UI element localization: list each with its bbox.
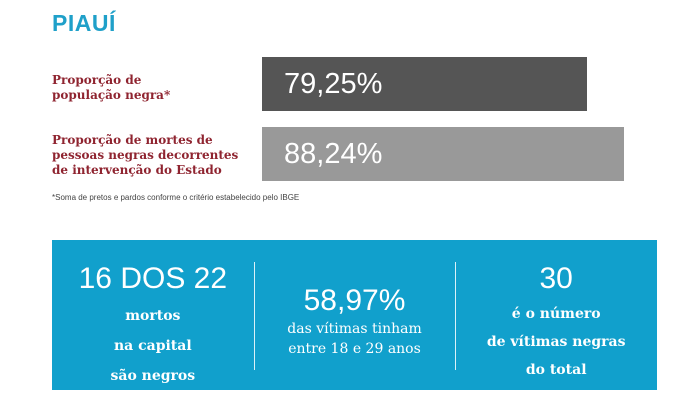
stat-text: mortos: [125, 308, 181, 324]
bar-value-label: 88,24%: [284, 137, 383, 170]
divider: [455, 262, 457, 370]
stat-text: entre 18 e 29 anos: [288, 341, 421, 357]
bar-deaths: 88,24%: [262, 127, 624, 181]
stat-headline: 58,97%: [303, 284, 406, 317]
stat-deaths-capital: 16 DOS 22 mortos na capital são negros: [52, 240, 254, 390]
stats-panel: 16 DOS 22 mortos na capital são negros 5…: [52, 240, 657, 390]
stat-black-victims: 30 é o número de vítimas negras do total: [455, 240, 657, 390]
stat-text: é o número: [511, 306, 601, 322]
bar-value-label: 79,25%: [284, 67, 383, 100]
bar-label-deaths: Proporção de mortes de pessoas negras de…: [52, 133, 262, 178]
bar-population: 79,25%: [262, 57, 587, 111]
bar-label-population: Proporção de população negra*: [52, 73, 252, 103]
stat-text: são negros: [110, 368, 196, 384]
stat-text: de vítimas negras: [486, 334, 626, 350]
bar-label-line: Proporção de: [52, 73, 142, 87]
bar-label-line: população negra*: [52, 88, 171, 102]
page-title: PIAUÍ: [52, 10, 116, 36]
stat-text: das vítimas tinham: [287, 321, 422, 337]
stat-age-range: 58,97% das vítimas tinham entre 18 e 29 …: [253, 240, 456, 390]
footnote: *Soma de pretos e pardos conforme o crit…: [52, 193, 300, 202]
bar-label-line: Proporção de mortes de: [52, 133, 213, 147]
stat-text: do total: [525, 362, 587, 378]
divider: [253, 262, 255, 370]
stat-headline: 16 DOS 22: [78, 262, 228, 295]
stat-text: na capital: [113, 338, 192, 354]
bar-label-line: pessoas negras decorrentes: [52, 148, 239, 162]
bar-label-line: de intervenção do Estado: [52, 163, 222, 177]
stat-headline: 30: [539, 262, 573, 295]
